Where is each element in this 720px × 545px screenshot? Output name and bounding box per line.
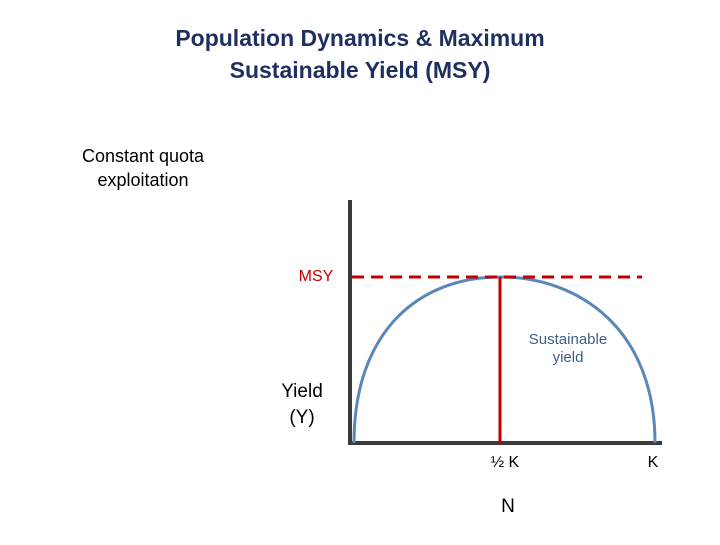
yield-curve xyxy=(352,275,657,444)
title-line: Population Dynamics & Maximum xyxy=(175,25,544,51)
half-k-label: ½ K xyxy=(491,454,520,471)
subtitle-line: exploitation xyxy=(97,170,188,190)
subtitle-line: Constant quota xyxy=(82,146,205,166)
msy-label: MSY xyxy=(299,268,334,285)
x-axis-label: N xyxy=(501,496,515,517)
title-line: Sustainable Yield (MSY) xyxy=(230,57,491,83)
y-axis-label: Yield xyxy=(281,381,323,402)
y-axis-label: (Y) xyxy=(289,407,314,428)
k-label: K xyxy=(648,454,659,471)
curve-label: yield xyxy=(553,349,584,366)
curve-label: Sustainable xyxy=(529,331,607,348)
